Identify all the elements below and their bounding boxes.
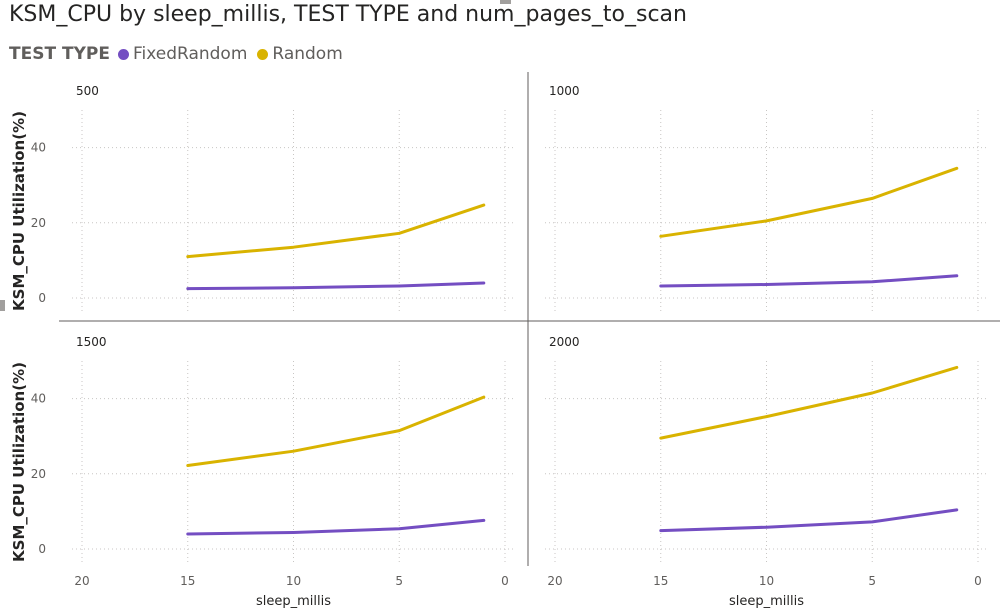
x-tick-label: 10 — [286, 574, 301, 588]
panel-500-label: 500 — [76, 84, 99, 98]
legend-marker-random — [257, 48, 269, 60]
panel-2000-line-random — [659, 365, 959, 440]
legend-label-fixedrandom: FixedRandom — [132, 44, 248, 64]
x-tick-label: 0 — [501, 574, 509, 588]
legend: TEST TYPE FixedRandom Random — [9, 43, 353, 65]
panel-1000-line-fixedrandom — [659, 274, 959, 288]
x-tick-label: 20 — [547, 574, 562, 588]
y-tick-label: 40 — [31, 141, 46, 155]
x-axis-title: sleep_millis — [256, 594, 331, 609]
panel-500-line-fixedrandom — [186, 281, 486, 291]
legend-title: TEST TYPE — [9, 44, 110, 64]
chart-title: KSM_CPU by sleep_millis, TEST TYPE and n… — [9, 2, 687, 27]
panel-1000-line-random — [659, 166, 959, 238]
legend-item-random[interactable]: Random — [257, 44, 343, 64]
panel-2000-label: 2000 — [549, 335, 580, 349]
x-tick-label: 15 — [180, 574, 195, 588]
panel-1500-label: 1500 — [76, 335, 107, 349]
visual-resize-handle-left[interactable] — [0, 300, 5, 311]
x-tick-label: 15 — [653, 574, 668, 588]
legend-label-random: Random — [272, 44, 343, 64]
x-tick-label: 5 — [868, 574, 876, 588]
y-axis-title: KSM_CPU Utilization(%) — [10, 362, 28, 562]
panel-1500-line-random — [186, 395, 486, 467]
panel-1000-label: 1000 — [549, 84, 580, 98]
x-tick-label: 5 — [395, 574, 403, 588]
y-tick-label: 20 — [31, 467, 46, 481]
y-tick-label: 40 — [31, 392, 46, 406]
x-tick-label: 20 — [74, 574, 89, 588]
panel-500-line-random — [186, 203, 486, 259]
legend-marker-fixedrandom — [117, 48, 129, 60]
y-tick-label: 20 — [31, 216, 46, 230]
x-axis-title: sleep_millis — [729, 594, 804, 609]
y-tick-label: 0 — [38, 542, 46, 556]
panel-1500-line-fixedrandom — [186, 518, 486, 536]
x-tick-label: 10 — [759, 574, 774, 588]
legend-item-fixedrandom[interactable]: FixedRandom — [117, 44, 248, 64]
y-tick-label: 0 — [38, 291, 46, 305]
panel-2000-line-fixedrandom — [659, 508, 959, 533]
x-tick-label: 0 — [974, 574, 982, 588]
y-axis-title: KSM_CPU Utilization(%) — [10, 111, 28, 311]
visual-resize-handle-top[interactable] — [500, 0, 511, 4]
